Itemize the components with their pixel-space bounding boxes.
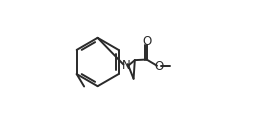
Text: N: N [122,59,131,72]
Text: O: O [142,35,151,48]
Text: O: O [154,60,164,73]
